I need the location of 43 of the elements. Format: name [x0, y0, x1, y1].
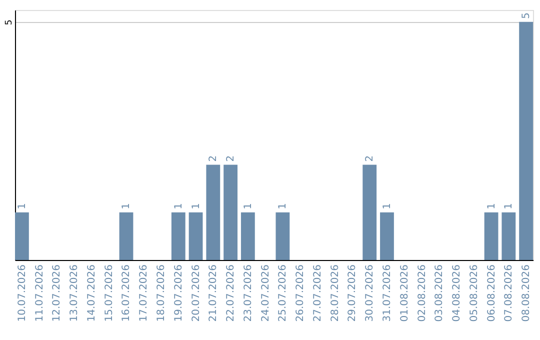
x-tick-label: 24.07.2026	[260, 264, 272, 322]
x-tick-label: 07.08.2026	[504, 264, 515, 322]
x-tick-label: 13.07.2026	[69, 264, 80, 322]
data-label: 2	[208, 155, 220, 162]
x-tick-label: 14.07.2026	[86, 264, 98, 322]
x-tick-label: 11.07.2026	[34, 264, 46, 322]
x-tick-label: 27.07.2026	[312, 264, 324, 322]
data-label: 1	[121, 203, 132, 210]
x-tick-label: 08.08.2026	[521, 264, 532, 322]
x-tick-label: 25.07.2026	[278, 264, 289, 322]
data-label: 5	[521, 12, 532, 19]
x-tick-label: 17.07.2026	[138, 264, 150, 322]
x-tick-label: 21.07.2026	[208, 264, 220, 322]
x-tick-label: 18.07.2026	[156, 264, 168, 322]
data-label: 1	[16, 203, 28, 210]
data-label: 1	[382, 203, 393, 210]
data-label: 1	[278, 203, 289, 210]
data-label: 1	[504, 203, 515, 210]
data-label: 2	[226, 155, 237, 162]
x-tick-label: 06.08.2026	[486, 264, 498, 322]
x-tick-label: 03.08.2026	[434, 264, 446, 322]
x-tick-label: 23.07.2026	[242, 264, 254, 322]
x-tick-label: 12.07.2026	[52, 264, 63, 322]
x-tick-label: 05.08.2026	[468, 264, 480, 322]
x-tick-label: 19.07.2026	[173, 264, 184, 322]
x-tick-label: 30.07.2026	[364, 264, 376, 322]
data-label: 1	[486, 203, 498, 210]
x-tick-label: 31.07.2026	[382, 264, 393, 322]
x-tick-label: 04.08.2026	[452, 264, 463, 322]
x-tick-label: 10.07.2026	[16, 264, 28, 322]
data-label: 1	[242, 203, 254, 210]
data-label: 1	[190, 203, 202, 210]
x-tick-label: 29.07.2026	[347, 264, 358, 322]
data-label: 1	[173, 203, 184, 210]
x-tick-label: 16.07.2026	[121, 264, 132, 322]
x-tick-label: 28.07.2026	[330, 264, 341, 322]
x-tick-label: 02.08.2026	[416, 264, 428, 322]
x-tick-label: 26.07.2026	[295, 264, 306, 322]
x-tick-label: 01.08.2026	[399, 264, 410, 322]
x-tick-label: 22.07.2026	[226, 264, 237, 322]
x-tick-label: 20.07.2026	[190, 264, 202, 322]
x-tick-label: 15.07.2026	[104, 264, 115, 322]
data-label: 2	[364, 155, 376, 162]
